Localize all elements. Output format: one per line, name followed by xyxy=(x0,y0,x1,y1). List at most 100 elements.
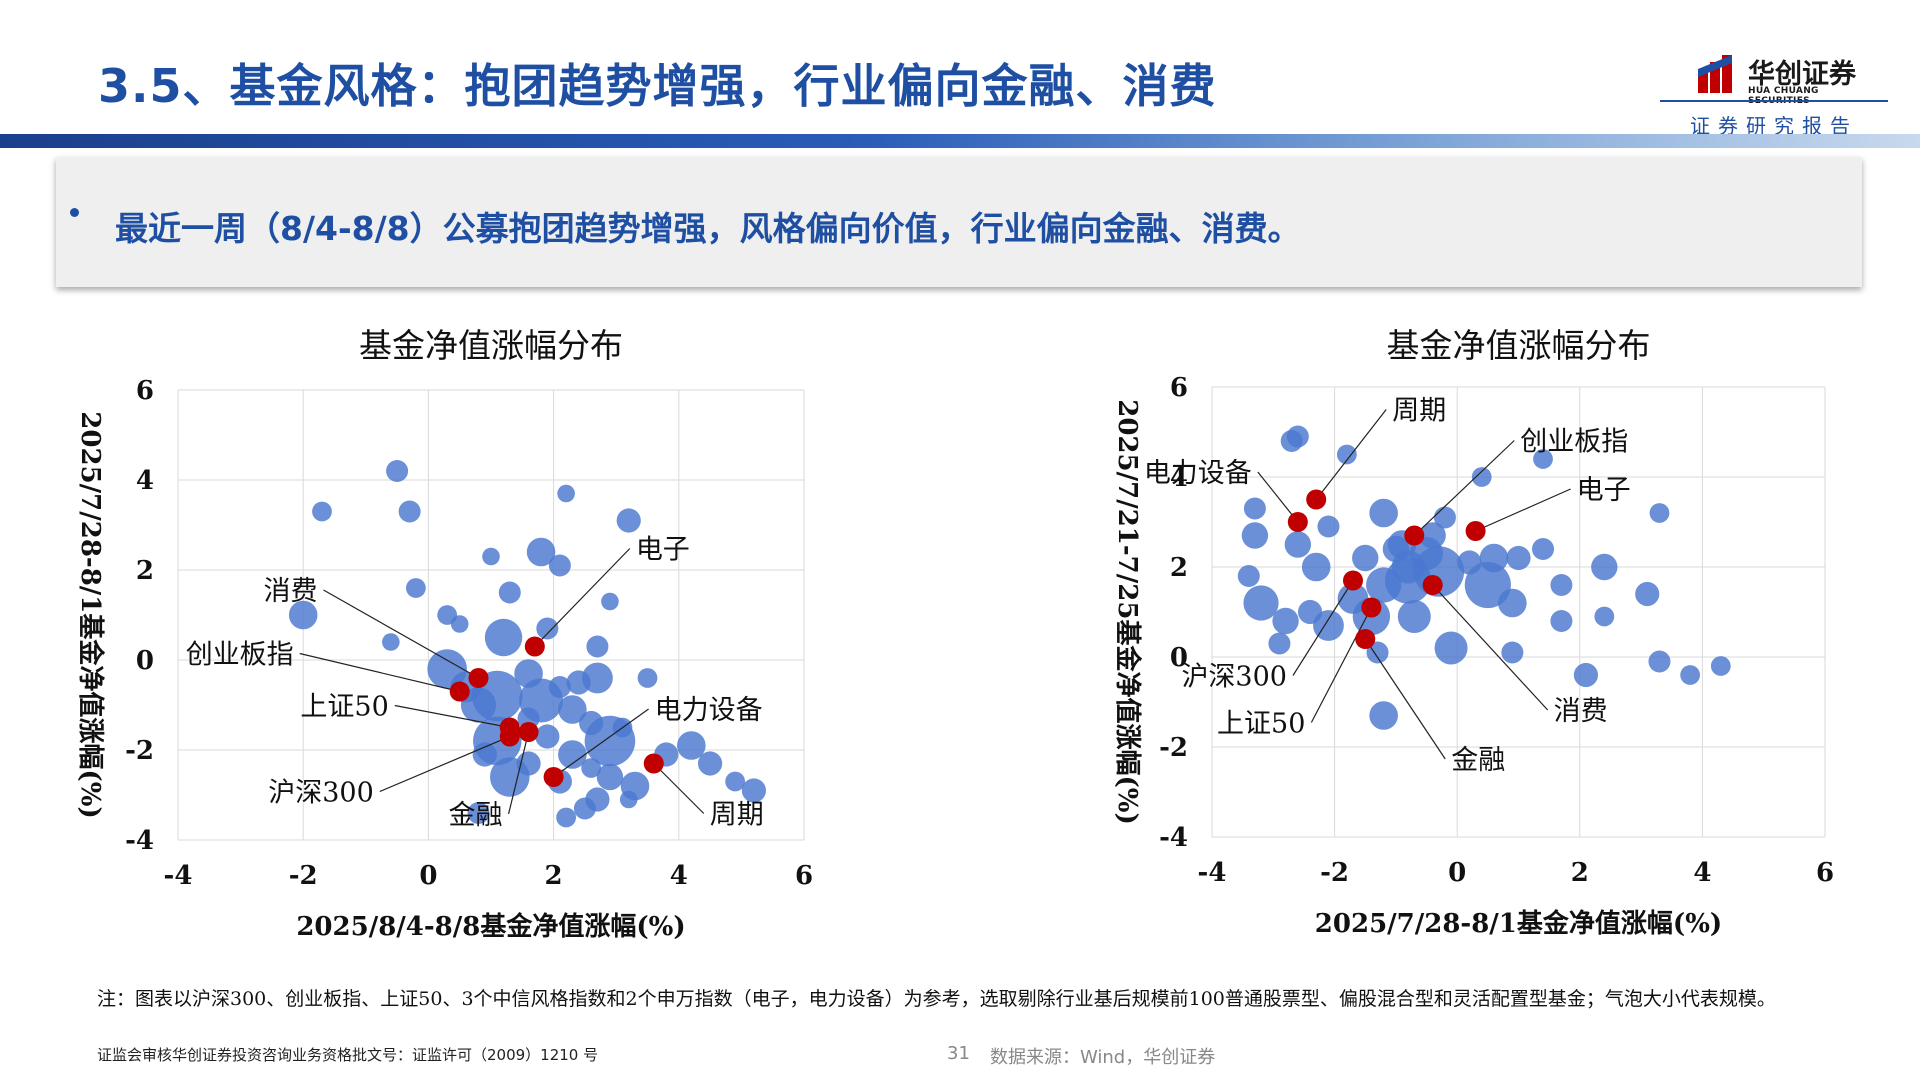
index-label: 消费 xyxy=(1554,696,1608,727)
x-axis-label: 2025/7/28-8/1基金净值涨幅(%) xyxy=(1315,908,1722,939)
fund-bubble xyxy=(581,758,602,778)
index-label: 电力设备 xyxy=(1144,458,1252,489)
footnote: 注：图表以沪深300、创业板指、上证50、3个中信风格指数和2个申万指数（电子，… xyxy=(97,988,1776,1010)
y-axis-label: 2025/7/28-8/1基金净值涨幅(%) xyxy=(75,411,106,818)
fund-bubble xyxy=(1369,498,1398,528)
y-tick-label: 4 xyxy=(136,466,154,496)
index-label: 电子 xyxy=(1577,475,1631,506)
fund-bubble xyxy=(536,617,559,640)
y-axis-label: 2025/7/21-7/25基金净值涨幅(%) xyxy=(1112,399,1143,825)
y-tick-label: 4 xyxy=(1170,463,1188,493)
data-source: 数据来源：Wind，华创证券 xyxy=(990,1047,1216,1068)
logo-mark-icon xyxy=(1698,55,1732,93)
y-tick-label: -2 xyxy=(125,736,154,766)
index-label: 沪深300 xyxy=(268,778,374,809)
fund-bubble xyxy=(1506,545,1531,571)
index-marker xyxy=(1465,521,1486,541)
fund-bubble xyxy=(1498,588,1527,618)
fund-bubble xyxy=(548,676,571,698)
chart-svg-left: 基金净值涨幅分布 -4 -2 0 2 4 6 6 4 2 0 -2 -4 2025/8/4-8/8基金净值… xyxy=(75,326,813,942)
fund-bubble xyxy=(586,635,609,658)
fund-bubble xyxy=(1635,581,1660,607)
fund-bubble xyxy=(288,600,318,630)
index-label: 周期 xyxy=(1392,396,1446,427)
fund-bubble xyxy=(1419,522,1446,549)
logo-name-en: HUA CHUANG SECURITIES xyxy=(1748,86,1819,106)
y-tick-label: 6 xyxy=(136,376,154,406)
fund-bubble xyxy=(386,460,409,482)
certification-text: 证监会审核华创证券投资咨询业务资格批文号：证监许可（2009）1210 号 xyxy=(97,1046,599,1064)
fund-bubble xyxy=(558,695,587,724)
fund-bubble xyxy=(558,740,587,769)
logo-name-cn: 华创证券 xyxy=(1748,59,1856,90)
fund-bubble xyxy=(1336,444,1357,465)
fund-bubble xyxy=(1382,535,1410,563)
leader-line xyxy=(323,589,479,679)
fund-bubble xyxy=(1710,656,1731,676)
fund-bubble xyxy=(1471,467,1492,487)
fund-bubble xyxy=(1286,425,1309,448)
scatter-chart-left: 基金净值涨幅分布 -4 -2 0 2 4 6 6 4 2 0 -2 -4 2025/8/4-8/8基金净值… xyxy=(48,310,838,970)
fund-bubble xyxy=(1594,606,1615,627)
fund-bubble xyxy=(601,592,619,611)
index-label: 电力设备 xyxy=(655,695,763,726)
y-tick-label: 2 xyxy=(136,556,154,586)
fund-bubble xyxy=(1301,552,1331,582)
fund-bubble xyxy=(1648,650,1671,673)
page-number: 31 xyxy=(947,1043,970,1064)
leader-line xyxy=(1257,471,1299,523)
fund-bubble xyxy=(535,724,560,749)
fund-bubble xyxy=(472,742,497,767)
chart-title: 基金净值涨幅分布 xyxy=(1387,326,1651,365)
fund-bubble xyxy=(548,554,571,577)
fund-bubble xyxy=(573,797,596,820)
x-tick-label: 2 xyxy=(545,861,563,891)
y-tick-label: -4 xyxy=(125,826,154,856)
index-label: 创业板指 xyxy=(1520,427,1628,458)
fund-bubble xyxy=(1317,515,1340,538)
fund-bubble xyxy=(1237,565,1260,587)
index-marker xyxy=(1355,629,1376,649)
leader-line xyxy=(534,548,631,647)
y-tick-label: -2 xyxy=(1159,733,1188,763)
fund-bubble xyxy=(1550,574,1573,596)
fund-bubble xyxy=(637,668,658,688)
chart-svg-right: 基金净值涨幅分布 -4 -2 0 2 4 6 6 4 2 0 -2 -4 2025/7/28-8/1基金净… xyxy=(1112,326,1834,939)
leader-line xyxy=(1364,638,1446,760)
fund-bubble xyxy=(698,751,723,776)
x-tick-label: 0 xyxy=(419,861,437,891)
index-label: 电子 xyxy=(636,535,690,566)
fund-bubble xyxy=(619,790,638,809)
leader-line xyxy=(1315,409,1387,500)
x-tick-label: -4 xyxy=(164,861,193,891)
index-marker xyxy=(449,681,470,702)
y-tick-label: 6 xyxy=(1170,373,1188,403)
x-tick-label: 2 xyxy=(1571,858,1589,888)
fund-bubble xyxy=(450,615,469,633)
index-marker xyxy=(1342,570,1363,591)
leader-line xyxy=(1413,440,1515,536)
index-label: 沪深300 xyxy=(1181,662,1287,693)
x-tick-label: -2 xyxy=(289,861,318,891)
index-marker xyxy=(1422,575,1443,595)
fund-bubble xyxy=(526,537,556,567)
fund-bubble xyxy=(382,633,400,651)
fund-bubble xyxy=(741,778,767,803)
fund-bubble xyxy=(1550,610,1573,632)
y-tick-label: 0 xyxy=(136,646,154,676)
x-tick-label: -2 xyxy=(1320,858,1349,888)
leader-line xyxy=(1292,580,1354,676)
fund-bubble xyxy=(1573,662,1599,688)
x-axis-label: 2025/8/4-8/8基金净值涨幅(%) xyxy=(296,911,685,942)
fund-bubble xyxy=(566,670,591,695)
logo-divider xyxy=(1660,100,1888,102)
fund-bubble xyxy=(1533,449,1553,469)
leader-line xyxy=(394,704,510,729)
leader-line xyxy=(1310,607,1372,723)
fund-bubble xyxy=(1268,632,1291,655)
chart-title: 基金净值涨幅分布 xyxy=(359,326,623,365)
x-tick-label: 4 xyxy=(1693,858,1711,888)
fund-bubble xyxy=(498,581,521,604)
fund-bubble xyxy=(725,771,746,792)
scatter-chart-right: 基金净值涨幅分布 -4 -2 0 2 4 6 6 4 2 0 -2 -4 2025/7/28-8/1基金净… xyxy=(1085,310,1885,970)
